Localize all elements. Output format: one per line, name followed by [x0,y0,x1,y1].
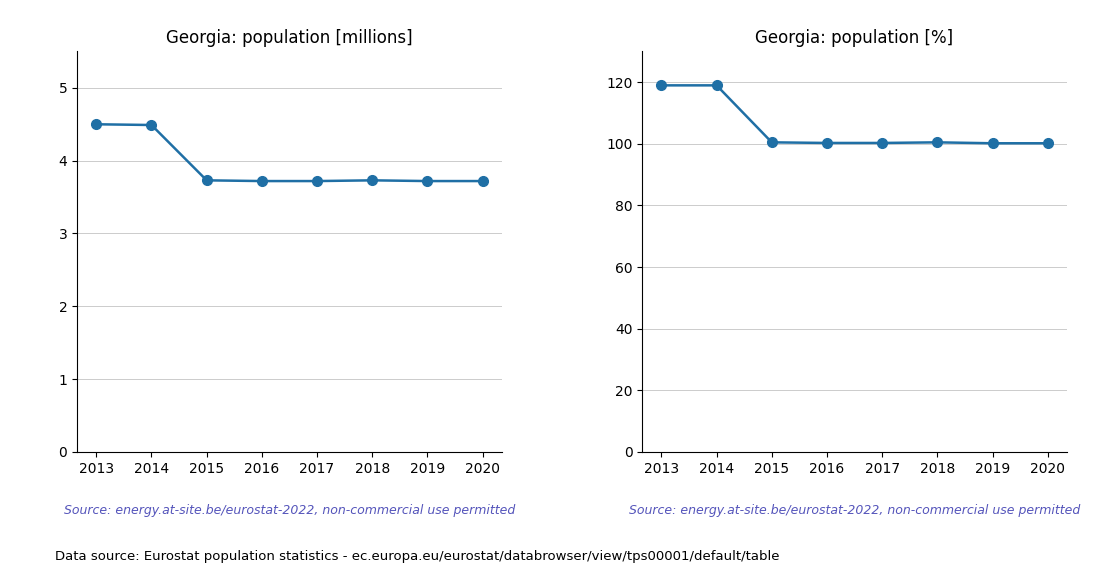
Text: Data source: Eurostat population statistics - ec.europa.eu/eurostat/databrowser/: Data source: Eurostat population statist… [55,550,780,563]
Title: Georgia: population [millions]: Georgia: population [millions] [166,29,412,47]
Title: Georgia: population [%]: Georgia: population [%] [756,29,954,47]
Text: Source: energy.at-site.be/eurostat-2022, non-commercial use permitted: Source: energy.at-site.be/eurostat-2022,… [629,504,1080,517]
Text: Source: energy.at-site.be/eurostat-2022, non-commercial use permitted: Source: energy.at-site.be/eurostat-2022,… [64,504,515,517]
